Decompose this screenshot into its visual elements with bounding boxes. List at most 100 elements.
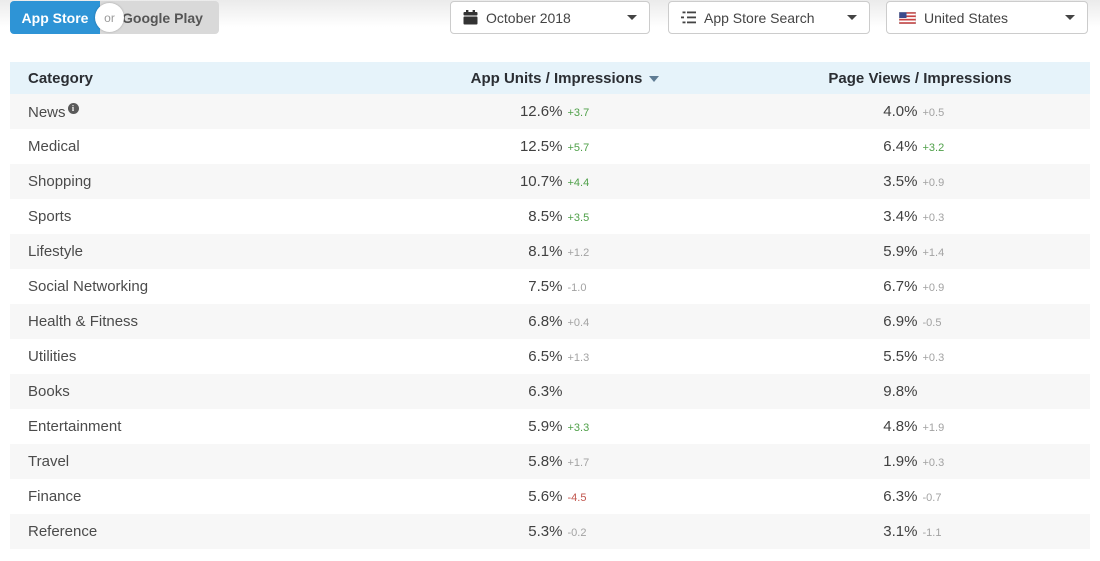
sort-desc-icon [649, 76, 660, 82]
category-label: Shopping [10, 173, 380, 190]
app-units-cell: 5.8% +1.7 [380, 453, 750, 470]
app-units-cell-delta: +3.3 [567, 422, 590, 434]
table-row: Reference 5.3% -0.2 3.1% -1.1 [10, 514, 1090, 549]
chevron-down-icon [1065, 15, 1075, 20]
app-units-cell-delta: -0.2 [567, 527, 587, 539]
app-units-cell-delta: +3.7 [567, 107, 590, 119]
column-header-page-views-label: Page Views / Impressions [828, 69, 1012, 87]
page-views-cell-value: 3.1% [883, 523, 918, 540]
category-name: Lifestyle [28, 243, 84, 260]
page-views-cell-delta: +1.4 [922, 247, 945, 259]
category-label: Travel [10, 453, 380, 470]
app-units-cell: 6.5% +1.3 [380, 348, 750, 365]
date-dropdown[interactable]: October 2018 [450, 1, 650, 34]
app-units-cell: 5.9% +3.3 [380, 418, 750, 435]
category-name: News [28, 103, 66, 121]
category-name: Shopping [28, 173, 92, 190]
app-units-cell-delta: -1.0 [567, 282, 587, 294]
page-views-cell: 1.9% +0.3 [750, 453, 1090, 470]
category-label: Entertainment [10, 418, 380, 435]
page-views-cell: 3.4% +0.3 [750, 208, 1090, 225]
column-header-page-views[interactable]: Page Views / Impressions [750, 70, 1090, 87]
app-units-cell-delta: +5.7 [567, 142, 590, 154]
category-label: Finance [10, 488, 380, 505]
page-views-cell-value: 3.4% [883, 208, 918, 225]
page-views-cell-delta: -0.7 [922, 492, 942, 504]
app-units-cell-delta: +4.4 [567, 177, 590, 189]
category-label: News i [10, 102, 380, 121]
app-units-cell-value: 6.3% [528, 383, 563, 400]
app-units-cell: 5.3% -0.2 [380, 523, 750, 540]
app-units-cell-value: 10.7% [519, 173, 563, 190]
country-dropdown-label: United States [924, 9, 1009, 26]
page-views-cell-value: 6.9% [883, 313, 918, 330]
category-label: Health & Fitness [10, 313, 380, 330]
table-body: News i 12.6% +3.7 4.0% +0.5 Medical 12.5% +5.7 6.… [10, 94, 1090, 549]
page-views-cell: 3.1% -1.1 [750, 523, 1090, 540]
top-bar: App Store Google Play or October 2018 [0, 0, 1100, 44]
list-icon [681, 11, 696, 24]
category-name: Entertainment [28, 418, 122, 435]
page-views-cell-value: 3.5% [883, 173, 918, 190]
app-units-cell: 6.8% +0.4 [380, 313, 750, 330]
category-name: Medical [28, 138, 80, 155]
app-units-cell-delta: -4.5 [567, 492, 587, 504]
category-name: Social Networking [28, 278, 149, 295]
app-units-cell-value: 6.5% [528, 348, 563, 365]
category-label: Social Networking [10, 278, 380, 295]
page-views-cell-value: 6.7% [883, 278, 918, 295]
info-icon[interactable]: i [67, 102, 79, 114]
country-dropdown[interactable]: United States [886, 1, 1088, 34]
source-dropdown[interactable]: App Store Search [668, 1, 870, 34]
page-views-cell: 5.5% +0.3 [750, 348, 1090, 365]
category-label: Books [10, 383, 380, 400]
app-units-cell: 5.6% -4.5 [380, 488, 750, 505]
table-row: Entertainment 5.9% +3.3 4.8% +1.9 [10, 409, 1090, 444]
app-units-cell-value: 6.8% [528, 313, 563, 330]
page-views-cell-delta: +0.5 [922, 107, 945, 119]
app-units-cell-delta: +1.2 [567, 247, 590, 259]
category-name: Finance [28, 488, 82, 505]
page-views-cell: 6.3% -0.7 [750, 488, 1090, 505]
app-store-toggle-button[interactable]: App Store [10, 1, 100, 34]
column-header-app-units[interactable]: App Units / Impressions [380, 70, 750, 87]
page-views-cell-delta: +0.3 [922, 352, 945, 364]
app-units-cell: 7.5% -1.0 [380, 278, 750, 295]
calendar-icon [463, 10, 478, 25]
column-header-category: Category [28, 69, 94, 87]
table-row: Travel 5.8% +1.7 1.9% +0.3 [10, 444, 1090, 479]
app-units-cell: 8.1% +1.2 [380, 243, 750, 260]
page-views-cell: 9.8% [750, 383, 1090, 400]
page-views-cell: 3.5% +0.9 [750, 173, 1090, 190]
app-units-cell-value: 7.5% [528, 278, 563, 295]
page-views-cell-delta: +0.3 [922, 457, 945, 469]
table-row: Utilities 6.5% +1.3 5.5% +0.3 [10, 339, 1090, 374]
category-name: Travel [28, 453, 70, 470]
table-row: Medical 12.5% +5.7 6.4% +3.2 [10, 129, 1090, 164]
page-views-cell-delta: +0.9 [922, 282, 945, 294]
category-label: Lifestyle [10, 243, 380, 260]
app-units-cell: 12.5% +5.7 [380, 138, 750, 155]
page-views-cell-value: 6.3% [883, 488, 918, 505]
category-label: Utilities [10, 348, 380, 365]
app-units-cell-delta: +1.7 [567, 457, 590, 469]
category-conversion-table: Category App Units / Impressions Page Vi… [10, 62, 1090, 549]
page-views-cell-delta: -0.5 [922, 317, 942, 329]
category-name: Books [28, 383, 70, 400]
app-units-cell: 12.6% +3.7 [380, 103, 750, 120]
app-units-cell: 8.5% +3.5 [380, 208, 750, 225]
date-dropdown-label: October 2018 [486, 9, 571, 26]
source-dropdown-label: App Store Search [704, 9, 815, 26]
table-row: Shopping 10.7% +4.4 3.5% +0.9 [10, 164, 1090, 199]
page-views-cell: 5.9% +1.4 [750, 243, 1090, 260]
app-units-cell-value: 5.3% [528, 523, 563, 540]
app-units-cell-value: 5.6% [528, 488, 563, 505]
table-row: Finance 5.6% -4.5 6.3% -0.7 [10, 479, 1090, 514]
page-views-cell-delta: +0.3 [922, 212, 945, 224]
app-units-cell-value: 12.5% [519, 138, 563, 155]
app-units-cell-value: 5.9% [528, 418, 563, 435]
page-views-cell-value: 5.5% [883, 348, 918, 365]
table-header-row: Category App Units / Impressions Page Vi… [10, 62, 1090, 94]
page-views-cell-value: 6.4% [883, 138, 918, 155]
